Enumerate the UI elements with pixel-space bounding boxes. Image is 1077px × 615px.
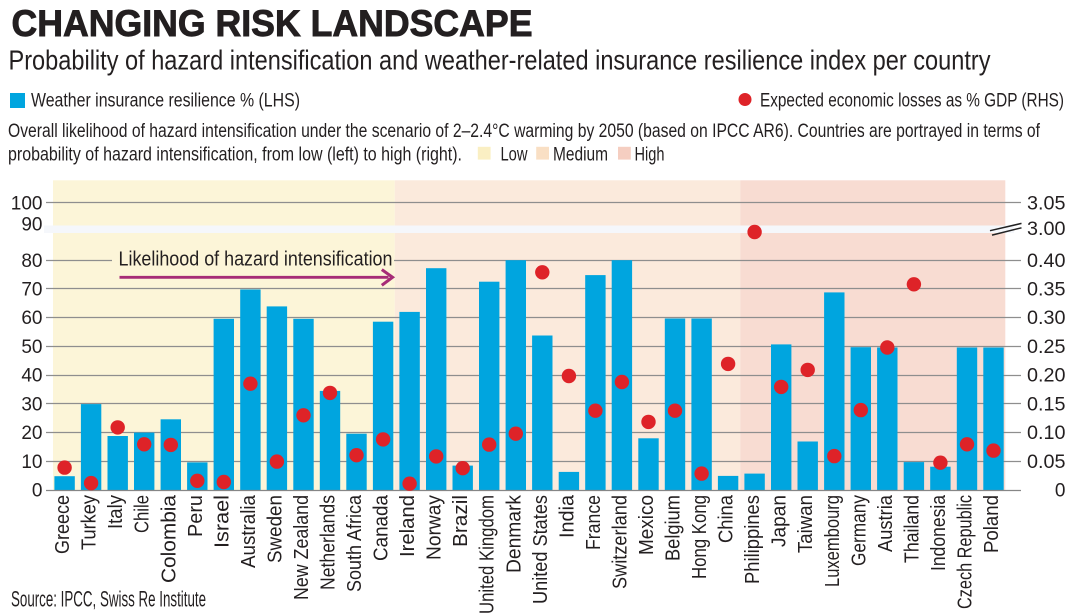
svg-text:Likelihood of hazard intensifi: Likelihood of hazard intensification: [119, 249, 393, 271]
svg-text:0.10: 0.10: [1027, 423, 1066, 444]
svg-text:Poland: Poland: [981, 495, 1003, 553]
svg-text:Italy: Italy: [105, 495, 127, 529]
svg-text:30: 30: [21, 394, 42, 415]
svg-text:France: France: [583, 495, 605, 550]
svg-text:0.30: 0.30: [1027, 308, 1066, 329]
svg-text:Sweden: Sweden: [264, 495, 286, 563]
svg-text:Weather insurance resilience %: Weather insurance resilience % (LHS): [31, 91, 300, 112]
svg-text:0.35: 0.35: [1027, 280, 1066, 301]
svg-text:South Africa: South Africa: [344, 494, 366, 592]
svg-text:Turkey: Turkey: [79, 495, 101, 550]
svg-text:Luxembourg: Luxembourg: [822, 495, 844, 587]
svg-text:Greece: Greece: [52, 495, 74, 554]
svg-text:China: China: [716, 494, 738, 543]
svg-text:Medium: Medium: [553, 144, 608, 165]
svg-text:3.00: 3.00: [1027, 219, 1066, 240]
svg-text:Expected economic losses as %: Expected economic losses as % GDP (RHS): [760, 91, 1064, 112]
svg-text:Belgium: Belgium: [663, 495, 685, 561]
svg-text:Indonesia: Indonesia: [928, 494, 950, 571]
svg-text:0.40: 0.40: [1027, 251, 1066, 272]
svg-text:Colombia: Colombia: [158, 494, 180, 583]
svg-text:Philippines: Philippines: [742, 495, 764, 584]
svg-text:0.15: 0.15: [1027, 394, 1066, 415]
svg-text:0.05: 0.05: [1027, 452, 1066, 473]
svg-text:Japan: Japan: [769, 495, 791, 547]
svg-text:Mexico: Mexico: [636, 495, 658, 555]
svg-text:Taiwan: Taiwan: [795, 495, 817, 553]
svg-text:CHANGING RISK LANDSCAPE: CHANGING RISK LANDSCAPE: [12, 2, 533, 44]
svg-text:10: 10: [21, 452, 42, 473]
svg-text:Canada: Canada: [371, 494, 393, 561]
svg-text:Austria: Austria: [875, 494, 897, 552]
svg-text:100: 100: [11, 193, 43, 214]
svg-text:0: 0: [1055, 481, 1066, 502]
svg-text:Ireland: Ireland: [397, 495, 419, 557]
svg-text:40: 40: [21, 366, 42, 387]
svg-text:Switzerland: Switzerland: [609, 495, 631, 589]
svg-text:Peru: Peru: [185, 495, 207, 537]
svg-text:Brazil: Brazil: [450, 495, 472, 547]
svg-text:80: 80: [21, 251, 42, 272]
svg-text:Denmark: Denmark: [503, 494, 525, 573]
svg-text:Overall likelihood of hazard i: Overall likelihood of hazard intensifica…: [8, 121, 1041, 142]
svg-text:Germany: Germany: [848, 495, 870, 566]
svg-text:60: 60: [21, 308, 42, 329]
svg-text:Low: Low: [501, 144, 528, 165]
svg-text:3.05: 3.05: [1027, 193, 1066, 214]
svg-text:probability of hazard intensif: probability of hazard intensification, f…: [8, 144, 462, 165]
svg-text:90: 90: [21, 214, 42, 235]
svg-text:Czech Republic: Czech Republic: [955, 495, 977, 609]
svg-text:0.20: 0.20: [1027, 366, 1066, 387]
svg-text:Chile: Chile: [132, 495, 154, 533]
svg-text:0.25: 0.25: [1027, 337, 1066, 358]
svg-text:High: High: [635, 144, 665, 165]
svg-text:Source: IPCC, Swiss Re Institu: Source: IPCC, Swiss Re Institute: [11, 587, 206, 612]
svg-text:United States: United States: [530, 495, 552, 604]
svg-text:Thailand: Thailand: [901, 495, 923, 563]
svg-text:70: 70: [21, 280, 42, 301]
svg-text:New Zealand: New Zealand: [291, 495, 313, 600]
svg-text:Norway: Norway: [424, 495, 446, 560]
svg-text:20: 20: [21, 423, 42, 444]
svg-text:Netherlands: Netherlands: [318, 495, 340, 590]
svg-text:0: 0: [32, 481, 43, 502]
svg-text:Australia: Australia: [238, 494, 260, 568]
svg-text:India: India: [556, 494, 578, 538]
svg-text:Hong Kong: Hong Kong: [689, 495, 711, 579]
svg-text:Israel: Israel: [211, 495, 233, 548]
svg-text:United Kingdom: United Kingdom: [477, 495, 499, 614]
svg-text:50: 50: [21, 337, 42, 358]
svg-text:Probability of hazard intensif: Probability of hazard intensification an…: [9, 44, 991, 75]
